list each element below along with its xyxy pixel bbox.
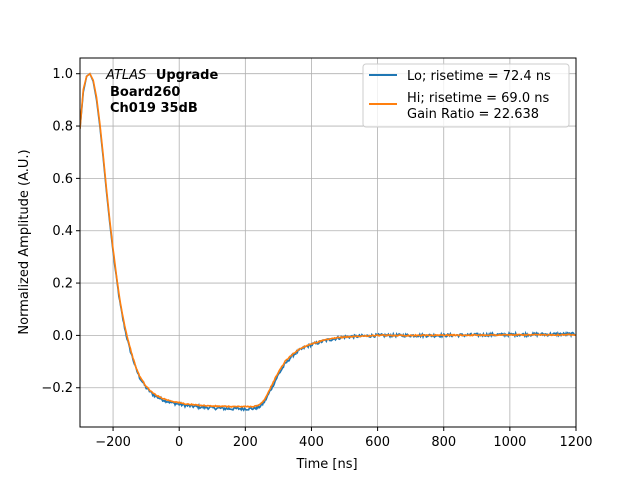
annotation: ATLAS Upgrade Board260 Ch019 35dB	[105, 68, 218, 116]
legend-label-hi-line2: Gain Ratio = 22.638	[407, 107, 539, 122]
x-axis: −200 0 200 400 600 800 1000 1200	[95, 427, 593, 450]
y-tick-label: −0.2	[41, 381, 73, 396]
svg-text:ATLAS Upgrade: ATLAS Upgrade	[105, 68, 218, 83]
legend: Lo; risetime = 72.4 ns Hi; risetime = 69…	[362, 63, 570, 128]
x-tick-label: 0	[175, 435, 183, 450]
series-layer	[80, 72, 576, 412]
annotation-board: Board260	[110, 85, 180, 100]
x-tick-label: 1200	[559, 435, 592, 450]
plot-area-frame	[79, 57, 577, 428]
x-tick-label: 600	[365, 435, 390, 450]
series-line-1	[80, 72, 576, 409]
y-tick-label: 0.2	[52, 277, 73, 292]
x-tick-label: 200	[233, 435, 258, 450]
y-axis-label: Normalized Amplitude (A.U.)	[17, 149, 32, 334]
legend-frame	[362, 63, 570, 128]
y-axis: −0.2 0.0 0.2 0.4 0.6 0.8 1.0	[41, 67, 80, 396]
y-tick-label: 0.0	[52, 329, 73, 344]
legend-label-hi: Hi; risetime = 69.0 ns Gain Ratio = 22.6…	[407, 91, 553, 122]
legend-label-lo: Lo; risetime = 72.4 ns	[407, 69, 551, 84]
x-axis-label: Time [ns]	[295, 457, 357, 472]
annotation-atlas: ATLAS	[105, 68, 146, 83]
annotation-upgrade: Upgrade	[156, 68, 219, 83]
y-tick-label: 1.0	[52, 67, 73, 82]
x-tick-label: 400	[299, 435, 324, 450]
y-tick-label: 0.8	[52, 120, 73, 135]
legend-label-hi-line1: Hi; risetime = 69.0 ns	[407, 91, 549, 106]
y-tick-label: 0.4	[52, 224, 73, 239]
x-tick-label: 800	[431, 435, 456, 450]
x-tick-label: −200	[95, 435, 131, 450]
y-tick-label: 0.6	[52, 172, 73, 187]
annotation-channel: Ch019 35dB	[110, 101, 198, 116]
x-tick-label: 1000	[493, 435, 526, 450]
